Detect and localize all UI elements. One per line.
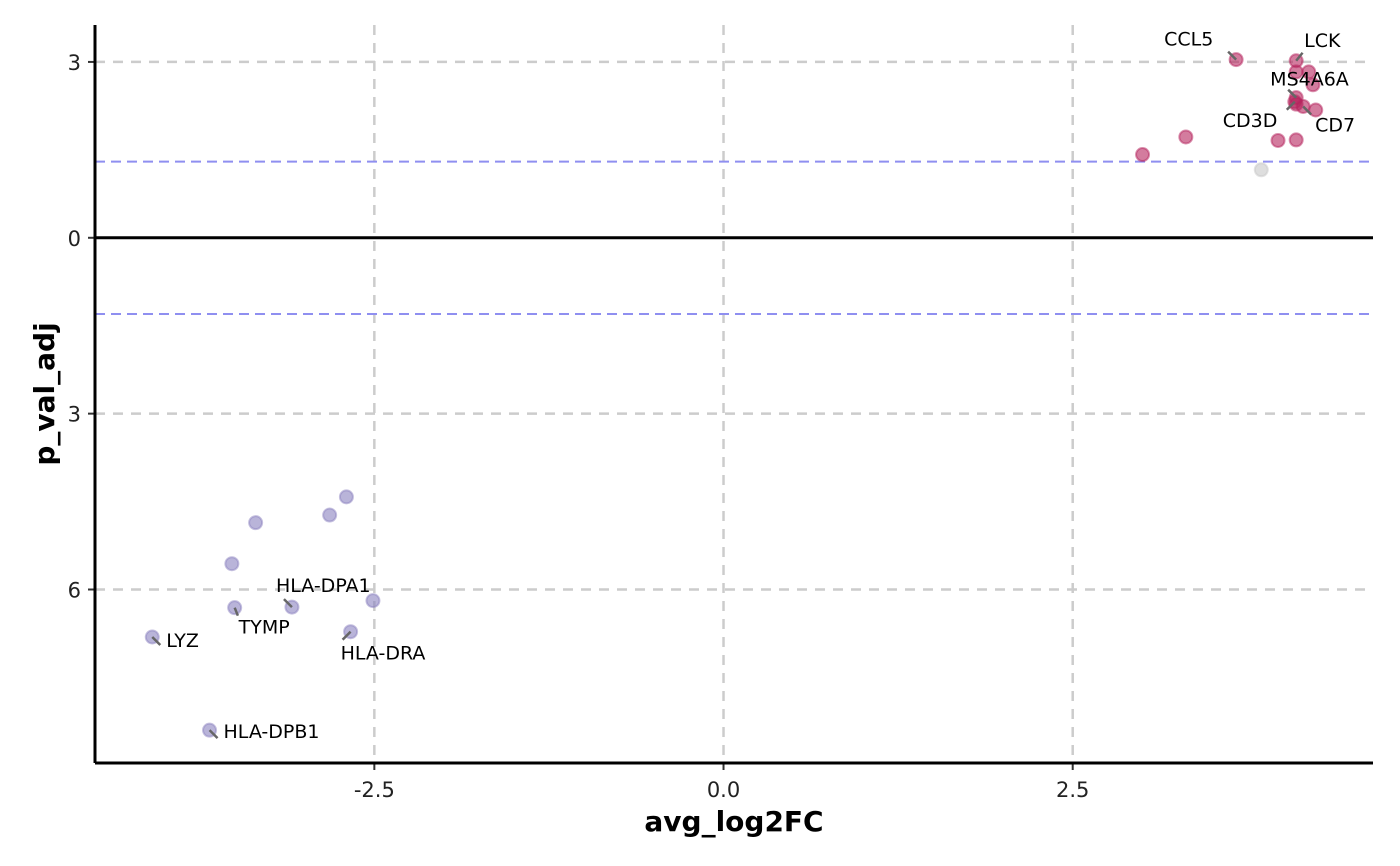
points xyxy=(144,52,1324,738)
data-point xyxy=(1270,132,1286,148)
point-label: LYZ xyxy=(166,630,199,652)
point-label: CCL5 xyxy=(1164,29,1213,51)
data-point xyxy=(1301,64,1317,80)
point-label: CD7 xyxy=(1315,114,1355,136)
grid xyxy=(95,25,1373,763)
point-label: CD3D xyxy=(1223,110,1278,132)
data-point xyxy=(248,515,264,531)
label-segment xyxy=(1227,50,1238,61)
data-point xyxy=(1135,147,1151,163)
data-point xyxy=(1308,102,1324,118)
label-segment xyxy=(1287,88,1298,99)
point-label: TYMP xyxy=(238,617,290,639)
label-segment xyxy=(1302,105,1313,116)
label-segment xyxy=(208,729,219,740)
point-label: MS4A6A xyxy=(1270,69,1349,91)
data-point xyxy=(224,556,240,572)
y-tick-label: 3 xyxy=(68,403,81,427)
y-tick-label: 0 xyxy=(68,227,81,251)
label-segment xyxy=(233,607,240,617)
point-label: HLA-DRA xyxy=(341,643,426,665)
data-point xyxy=(1288,132,1304,148)
point-label: HLA-DPB1 xyxy=(224,721,320,743)
x-tick-label: -2.5 xyxy=(354,778,395,802)
y-tick-label: 3 xyxy=(68,51,81,75)
x-tick-label: 0.0 xyxy=(707,778,740,802)
data-point xyxy=(322,507,338,523)
axes: -2.5 0.0 2.5 3 0 3 6 xyxy=(68,25,1373,802)
label-segment xyxy=(1295,51,1304,62)
data-point xyxy=(1305,77,1321,93)
label-segment xyxy=(1285,100,1296,111)
x-axis-label: avg_log2FC xyxy=(644,805,823,838)
label-segment xyxy=(283,598,293,608)
x-tick-label: 2.5 xyxy=(1056,778,1089,802)
point-label: HLA-DPA1 xyxy=(276,575,371,597)
point-labels: CCL5 LCK MS4A6A CD3D CD7 TYMP HLA-DPA1 HLA-DRA L… xyxy=(151,29,1355,743)
label-segment xyxy=(341,630,352,641)
data-point xyxy=(1178,129,1194,145)
label-segment xyxy=(151,636,162,646)
data-point xyxy=(338,489,354,505)
point-label: LCK xyxy=(1304,30,1341,52)
data-point xyxy=(365,593,381,609)
y-axis-label: p_val_adj xyxy=(28,322,61,465)
data-point xyxy=(1253,162,1269,178)
y-tick-label: 6 xyxy=(68,578,81,602)
